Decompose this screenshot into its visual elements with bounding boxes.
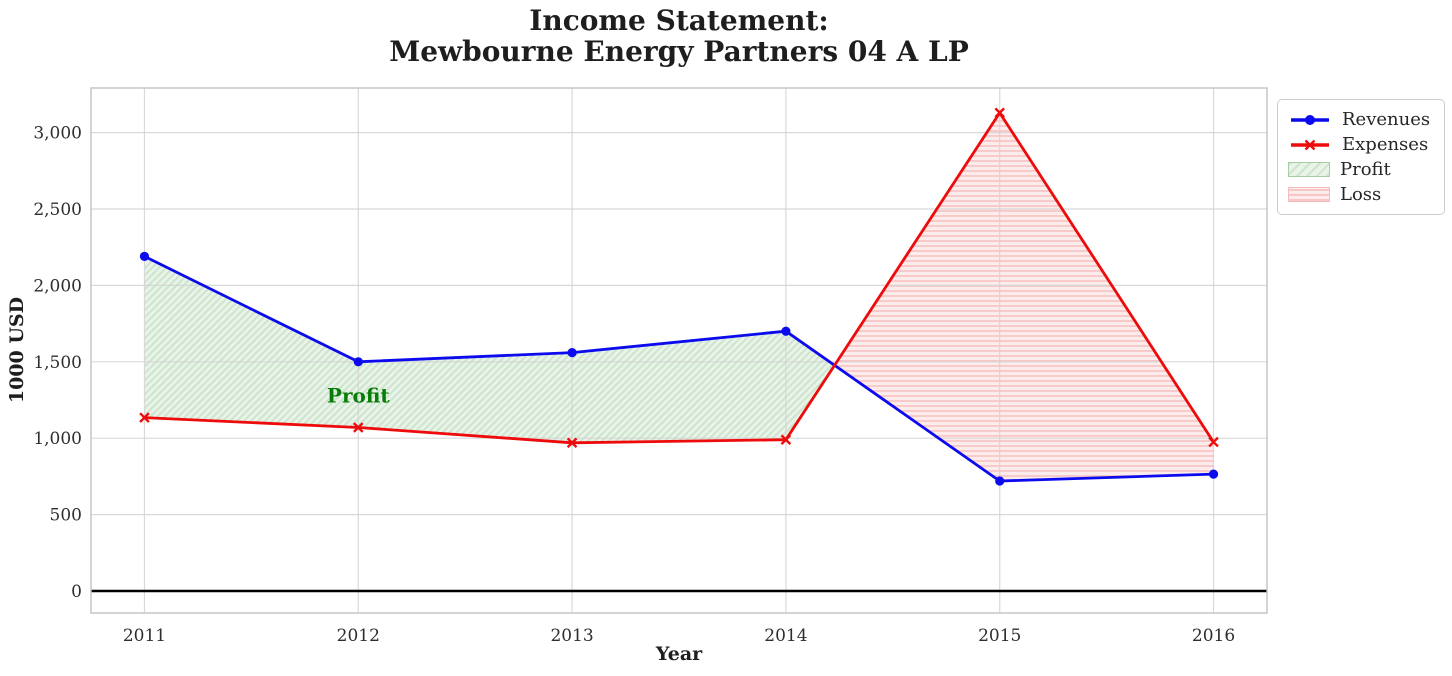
revenues-point-2013: [567, 348, 577, 358]
y-tick-label-3000: 3,000: [33, 124, 82, 144]
chart-title-line1: Income Statement:: [529, 4, 829, 37]
legend-item-revenues: Revenues: [1288, 107, 1434, 132]
legend-label-loss: Loss: [1340, 184, 1382, 205]
y-tick-label-1000: 1,000: [33, 429, 82, 449]
legend-label-revenues: Revenues: [1342, 109, 1431, 130]
loss-hatch-swatch-icon: [1288, 187, 1330, 202]
legend-item-loss: Loss: [1288, 182, 1434, 207]
profit-annotation: Profit: [327, 383, 390, 407]
expenses-point-2016: [1208, 436, 1219, 448]
expenses-point-2014: [780, 434, 792, 445]
plot-border: [90, 87, 1268, 614]
y-tick-label-500: 500: [50, 506, 82, 526]
expenses-point-2011: [139, 412, 150, 423]
x-tick-label-2012: 2012: [337, 626, 380, 646]
legend-item-profit: Profit: [1288, 157, 1434, 182]
revenues-point-2016: [1208, 469, 1219, 479]
legend-label-expenses: Expenses: [1342, 134, 1429, 155]
expenses-line: [144, 111, 1215, 445]
revenues-point-2012: [353, 357, 363, 367]
y-axis-label: 1000 USD: [6, 296, 28, 404]
legend-label-profit: Profit: [1340, 159, 1391, 180]
x-axis-label: Year: [655, 643, 703, 665]
y-tick-label-1500: 1,500: [33, 353, 82, 373]
revenues-line-swatch-icon: [1291, 114, 1329, 125]
revenues-line: [143, 255, 1214, 483]
y-tick-label-2500: 2,500: [33, 200, 82, 220]
profit-hatch-swatch-icon: [1288, 162, 1330, 177]
x-tick-label-2011: 2011: [123, 626, 166, 646]
revenues-point-2015: [995, 476, 1005, 486]
revenues-point-2014: [781, 326, 791, 336]
x-tick-label-2016: 2016: [1192, 626, 1235, 646]
expenses-point-2012: [353, 422, 364, 433]
chart-title: Income Statement: Mewbourne Energy Partn…: [91, 5, 1267, 67]
x-tick-label-2014: 2014: [764, 626, 807, 646]
legend: Revenues Expenses Profit Loss: [1277, 99, 1445, 215]
expenses-point-2015: [994, 107, 1005, 119]
legend-item-expenses: Expenses: [1288, 132, 1434, 157]
chart-title-line2: Mewbourne Energy Partners 04 A LP: [389, 35, 969, 68]
x-tick-label-2013: 2013: [550, 626, 593, 646]
loss-area-1: [834, 112, 1214, 482]
expenses-line-swatch-icon: [1291, 139, 1329, 150]
expenses-point-2013: [566, 437, 578, 449]
revenues-point-2011: [139, 251, 150, 261]
y-tick-label-0: 0: [71, 582, 82, 602]
y-tick-label-2000: 2,000: [33, 276, 82, 296]
profit-area-0: [144, 256, 835, 443]
x-tick-label-2015: 2015: [978, 626, 1021, 646]
